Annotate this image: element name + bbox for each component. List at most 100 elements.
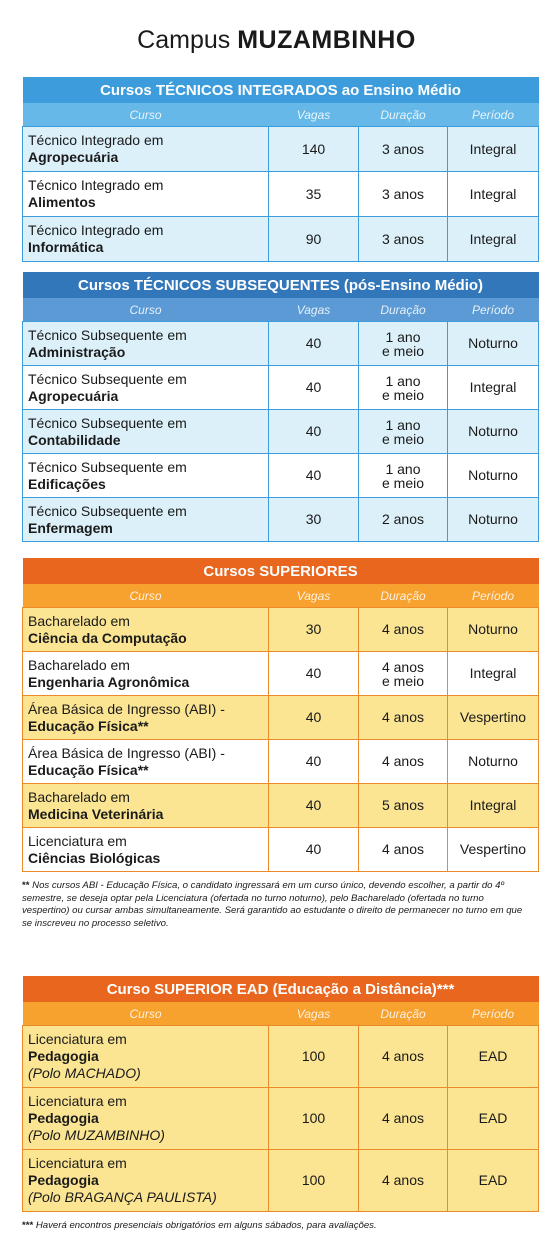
column-header: Duração (358, 1002, 448, 1026)
column-header: Vagas (268, 584, 359, 608)
periodo-cell: Vespertino (446, 827, 540, 872)
course-row: Área Básica de Ingresso (ABI) - Educação … (22, 739, 540, 784)
vagas-cell: 40 (268, 409, 359, 454)
course-table: Cursos TÉCNICOS INTEGRADOS ao Ensino Méd… (22, 77, 539, 262)
course-line: Técnico Integrado em (28, 177, 164, 193)
column-header-row: Curso Vagas Duração Período (22, 103, 539, 127)
course-name: Ciência da Computação (28, 629, 187, 646)
course-table: Cursos SUPERIORES Curso Vagas Duração Períod… (22, 558, 540, 872)
column-header: Vagas (268, 103, 359, 127)
duracao-cell: 4 anos (358, 607, 448, 652)
duracao-cell: 4 anos (358, 827, 448, 872)
course-name: Agropecuária (28, 387, 119, 404)
course-row: Licenciatura em Pedagogia (Polo MACHADO) 10… (22, 1025, 540, 1088)
footnote-text: Nos cursos ABI - Educação Física, o cand… (22, 880, 523, 929)
course-line: Área Básica de Ingresso (ABI) - (28, 744, 225, 761)
course-cell: Licenciatura em Ciências Biológicas (22, 827, 269, 872)
periodo-cell: Noturno (446, 497, 540, 542)
column-header: Curso (22, 103, 269, 127)
vagas-cell: 40 (268, 365, 359, 410)
course-row: Licenciatura em Pedagogia (Polo MUZAMBINHO… (22, 1087, 540, 1150)
course-cell: Bacharelado em Medicina Veterinária (22, 783, 269, 828)
duracao-cell: 4 anos (358, 1149, 448, 1212)
duracao-cell: 3 anos (358, 216, 448, 262)
duracao-line: 4 anos (381, 841, 425, 857)
course-name: Medicina Veterinária (28, 805, 164, 822)
course-name: Engenharia Agronômica (28, 673, 190, 690)
course-line: Licenciatura em (28, 1031, 127, 1047)
course-row: Técnico Subsequente em Administração 40 1 a… (22, 321, 540, 366)
course-name: Pedagogia (28, 1110, 99, 1126)
vagas-cell: 100 (268, 1087, 359, 1150)
column-header-row: Curso Vagas Duração Período (22, 1002, 539, 1026)
duracao-line: 2 anos (381, 511, 425, 527)
footnote-mark: ** (22, 880, 30, 891)
course-name: Administração (28, 343, 126, 360)
course-cell: Técnico Integrado em Agropecuária (22, 126, 269, 172)
footnote-text: Haverá encontros presenciais obrigatório… (35, 1220, 377, 1231)
course-line: Licenciatura em (28, 832, 127, 849)
column-header: Período (447, 103, 539, 127)
periodo-cell: Integral (447, 171, 539, 217)
periodo-cell: Integral (447, 216, 539, 262)
duracao-cell: 4 anos (358, 739, 448, 784)
duracao-cell: 1 ano e meio (358, 365, 448, 410)
column-header: Período (447, 1002, 539, 1026)
campus-title: Campus MUZAMBINHO (0, 0, 553, 77)
course-cell: Técnico Integrado em Alimentos (22, 171, 269, 217)
vagas-cell: 100 (268, 1149, 359, 1212)
duracao-line: 1 ano (385, 416, 421, 433)
section-title: Curso SUPERIOR EAD (Educação a Distância… (22, 976, 539, 1002)
periodo-cell: Noturno (446, 409, 540, 454)
duracao-cell: 3 anos (358, 126, 448, 172)
course-line: Técnico Integrado em (28, 222, 164, 238)
duracao-line: 1 ano (385, 328, 421, 345)
course-line: Licenciatura em (28, 1155, 127, 1171)
course-name: Alimentos (28, 194, 96, 210)
section-title: Cursos TÉCNICOS SUBSEQUENTES (pós-Ensino… (22, 272, 539, 298)
duracao-line: 3 anos (381, 230, 425, 247)
course-name: Educação Física** (28, 761, 149, 778)
course-row: Licenciatura em Pedagogia (Polo BRAGANÇA P… (22, 1149, 540, 1212)
course-line: Técnico Integrado em (28, 132, 164, 148)
column-header: Curso (22, 298, 269, 322)
sections: Cursos TÉCNICOS INTEGRADOS ao Ensino Méd… (0, 77, 553, 1233)
duracao-line: e meio (381, 430, 425, 447)
section-title-row: Cursos TÉCNICOS SUBSEQUENTES (pós-Ensino… (22, 272, 539, 298)
course-cell: Técnico Subsequente em Edificações (22, 453, 269, 498)
vagas-cell: 40 (268, 321, 359, 366)
section-title-row: Cursos TÉCNICOS INTEGRADOS ao Ensino Méd… (22, 77, 539, 103)
course-row: Técnico Subsequente em Enfermagem 30 2 anos… (22, 497, 540, 542)
course-line: Técnico Subsequente em (28, 326, 187, 343)
vagas-cell: 40 (268, 827, 359, 872)
course-name: Informática (28, 239, 104, 255)
duracao-line: 5 anos (381, 797, 425, 813)
vagas-cell: 100 (268, 1025, 359, 1088)
duracao-cell: 4 anos e meio (358, 651, 448, 696)
course-row: Bacharelado em Medicina Veterinária 40 5 an… (22, 783, 540, 828)
duracao-cell: 1 ano e meio (358, 453, 448, 498)
course-cell: Bacharelado em Ciência da Computação (22, 607, 269, 652)
column-header-row: Curso Vagas Duração Período (22, 298, 539, 322)
course-row: Técnico Integrado em Alimentos 35 3 anos Int… (22, 171, 539, 217)
column-header: Período (447, 298, 539, 322)
course-name: Pedagogia (28, 1172, 99, 1188)
duracao-cell: 4 anos (358, 695, 448, 740)
duracao-line: 4 anos (381, 1110, 425, 1126)
course-cell: Área Básica de Ingresso (ABI) - Educação … (22, 695, 269, 740)
vagas-cell: 40 (268, 453, 359, 498)
course-cell: Técnico Subsequente em Agropecuária (22, 365, 269, 410)
course-cell: Bacharelado em Engenharia Agronômica (22, 651, 269, 696)
vagas-cell: 90 (268, 216, 359, 262)
duracao-line: e meio (381, 386, 425, 403)
footnote-mark: *** (22, 1220, 34, 1231)
course-line: Técnico Subsequente em (28, 458, 187, 475)
course-cell: Licenciatura em Pedagogia (Polo BRAGANÇA P… (22, 1149, 269, 1212)
periodo-cell: EAD (446, 1149, 540, 1212)
course-place: (Polo BRAGANÇA PAULISTA) (28, 1189, 217, 1205)
duracao-cell: 1 ano e meio (358, 321, 448, 366)
course-place: (Polo MACHADO) (28, 1065, 141, 1081)
course-cell: Técnico Integrado em Informática (22, 216, 269, 262)
course-cell: Licenciatura em Pedagogia (Polo MACHADO) (22, 1025, 269, 1088)
section-title-row: Cursos SUPERIORES (22, 558, 539, 584)
